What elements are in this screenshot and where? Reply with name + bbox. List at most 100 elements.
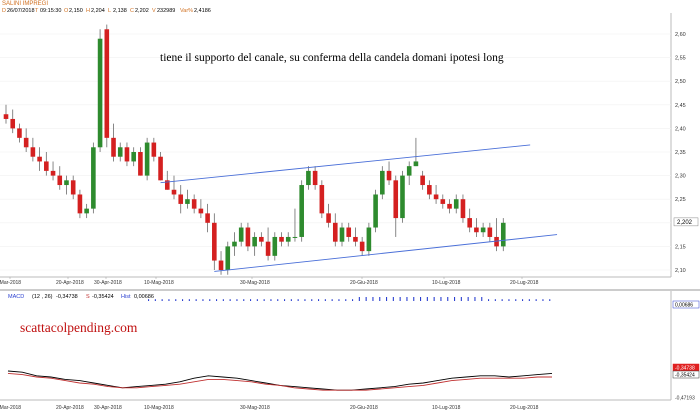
candle-body — [151, 142, 157, 157]
histogram-bar — [311, 299, 313, 301]
histogram-bar — [433, 297, 435, 301]
histogram-bar — [447, 297, 449, 301]
histogram-bar — [494, 299, 496, 301]
histogram-bar — [481, 297, 483, 301]
candle-body — [346, 227, 352, 237]
candle-body — [238, 227, 244, 242]
hist-label: Hist — [121, 294, 131, 300]
open-value: 2,150 — [69, 8, 83, 14]
candle-body — [306, 170, 311, 186]
candle-body — [272, 236, 278, 256]
candle-body — [440, 199, 446, 204]
candle-body — [494, 236, 499, 247]
candle-body — [279, 236, 284, 242]
candle-body — [400, 175, 405, 219]
candle-body — [77, 194, 83, 214]
price-tick-label: 2,55 — [675, 56, 686, 62]
candle-body — [218, 260, 224, 270]
macd-axis-label: -0,34738 — [675, 366, 695, 372]
histogram-bar — [168, 299, 170, 301]
x-tick-label: 10-Mag-2018 — [144, 405, 174, 411]
histogram-bar — [297, 299, 299, 301]
low-label: L — [108, 8, 111, 14]
candle-body — [299, 185, 304, 237]
candle-body — [64, 180, 69, 186]
histogram-bar — [270, 299, 272, 301]
histogram-bar — [202, 299, 204, 301]
signal-label: S — [86, 294, 90, 300]
analysis-annotation: tiene il supporto del canale, su conferm… — [160, 52, 504, 64]
candle-body — [292, 236, 298, 238]
candle-body — [70, 180, 76, 195]
header-ohlc-row: D 26/07/2018 T 09:15:30 O 2,150 H 2,204 … — [2, 8, 211, 14]
var-value: 2,4186 — [194, 8, 211, 14]
candle-body — [339, 227, 345, 242]
x-tick-label: 20-Apr-2018 — [56, 280, 84, 286]
histogram-bar — [454, 297, 456, 301]
macd-header-row: MACD (12 , 26) -0,34738 S -0,35424 Hist … — [8, 294, 154, 300]
candle-body — [124, 147, 130, 162]
histogram-bar — [304, 299, 306, 301]
histogram-bar — [372, 297, 374, 301]
candle-body — [23, 137, 29, 148]
histogram-bar — [440, 297, 442, 301]
x-tick-label: 20-Lug-2018 — [510, 405, 539, 411]
macd-lines — [7, 370, 553, 391]
histogram-bar — [290, 299, 292, 301]
histogram-bar — [195, 299, 197, 301]
candle-body — [185, 199, 190, 204]
candle-body — [265, 241, 271, 256]
candle-body — [178, 194, 184, 204]
macd-axis-labels: 0,00686 -0,34738-0,35424 -0,47193 — [672, 300, 700, 402]
histogram-bar — [229, 299, 231, 301]
histogram-bar — [263, 299, 265, 301]
histogram-bar — [392, 297, 394, 301]
candle-body — [467, 218, 472, 228]
histogram-bar — [508, 299, 510, 301]
histogram-bar — [528, 299, 530, 301]
candle-body — [10, 118, 16, 129]
price-tick-label: 2,15 — [675, 244, 686, 250]
histogram-bar — [222, 299, 224, 301]
high-label: H — [86, 8, 90, 14]
last-price-marker: 2,202 — [673, 217, 699, 227]
histogram-bar — [250, 299, 252, 301]
candle-body — [50, 170, 56, 176]
candle-body — [225, 246, 231, 270]
histogram-bar — [460, 297, 462, 301]
histogram-bar — [467, 297, 469, 301]
price-tick-label: 2,60 — [675, 32, 686, 38]
open-label: O — [64, 8, 69, 14]
candle-body — [117, 147, 123, 157]
histogram-bar — [188, 299, 190, 301]
x-tick-label: 30-Mag-2018 — [240, 405, 270, 411]
last-price-box — [673, 217, 699, 227]
candle-body — [111, 137, 116, 157]
histogram-bar — [501, 299, 503, 301]
macd-histogram — [148, 297, 551, 301]
histogram-bar — [522, 299, 524, 301]
x-tick-label: 30-Mag-2018 — [240, 280, 270, 286]
histogram-bar — [161, 299, 163, 301]
x-tick-label: 30-Apr-2018 — [94, 280, 122, 286]
macd-label: MACD — [8, 294, 24, 300]
price-tick-label: 2,10 — [675, 268, 686, 274]
low-value: 2,138 — [113, 8, 127, 14]
histogram-bar — [331, 299, 333, 301]
macd-axis-box — [672, 370, 700, 379]
price-tick-label: 2,50 — [675, 79, 686, 85]
candle-body — [57, 175, 63, 186]
candle-body — [245, 227, 251, 247]
macd-x-axis-ticks: -Mar-2018 20-Apr-2018 30-Apr-2018 10-Mag-20… — [0, 405, 539, 411]
candle-body — [17, 128, 22, 138]
candle-body — [487, 227, 493, 237]
histogram-bar — [474, 297, 476, 301]
candle-body — [373, 194, 378, 228]
candle-body — [393, 180, 399, 219]
macd-value: -0,34738 — [56, 294, 78, 300]
histogram-bar — [549, 299, 551, 301]
histogram-bar — [318, 299, 320, 301]
price-tick-label: 2,35 — [675, 150, 686, 156]
macd-params: (12 , 26) — [32, 294, 53, 300]
histogram-bar — [324, 299, 326, 301]
